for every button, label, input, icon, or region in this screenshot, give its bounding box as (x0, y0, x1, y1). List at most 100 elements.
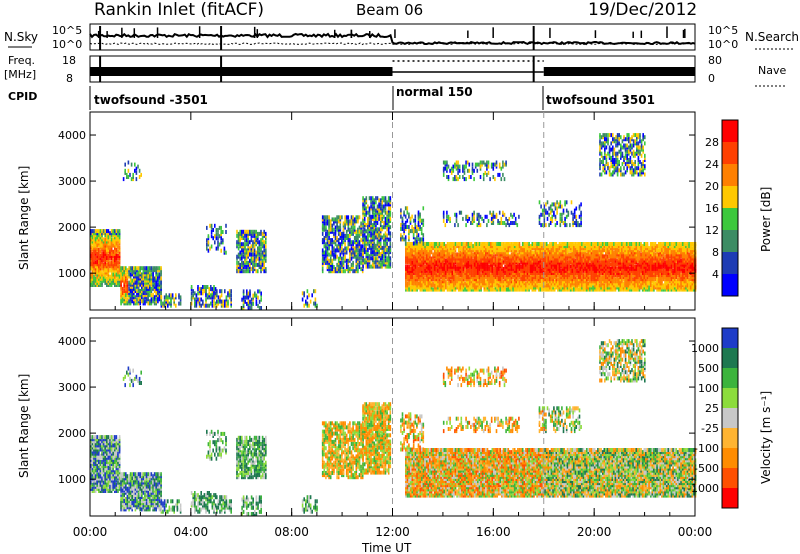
heatmap-cell (379, 223, 382, 228)
heatmap-cell (585, 256, 588, 261)
heatmap-cell (461, 273, 463, 278)
heatmap-cell (375, 210, 377, 215)
heatmap-cell (454, 244, 457, 249)
heatmap-cell (381, 216, 384, 221)
heatmap-cell (432, 266, 434, 271)
heatmap-cell (357, 269, 359, 274)
heatmap-cell (242, 231, 245, 236)
heatmap-cell (331, 258, 334, 263)
heatmap-cell (371, 202, 374, 207)
heatmap-cell (422, 271, 425, 275)
heatmap-cell (194, 291, 196, 296)
heatmap-cell (513, 281, 516, 286)
heatmap-cell (598, 285, 601, 290)
heatmap-cell (179, 297, 182, 302)
heatmap-cell (157, 286, 159, 291)
heatmap-cell (563, 242, 566, 246)
heatmap-cell (469, 248, 471, 253)
heatmap-cell (90, 254, 92, 258)
heatmap-cell (483, 252, 486, 257)
heatmap-cell (245, 269, 248, 274)
heatmap-cell (363, 233, 366, 238)
heatmap-cell (598, 250, 601, 255)
heatmap-cell (253, 252, 256, 257)
heatmap-cell (362, 229, 364, 234)
heatmap-cell (384, 198, 387, 203)
heatmap-cell (517, 266, 519, 271)
heatmap-cell (102, 231, 105, 236)
heatmap-cell (365, 198, 368, 203)
heatmap-cell (244, 252, 246, 257)
heatmap-cell (309, 299, 312, 304)
heatmap-cell (453, 277, 455, 282)
heatmap-cell (342, 223, 345, 228)
heatmap-cell (537, 285, 540, 290)
heatmap-cell (577, 266, 580, 271)
heatmap-cell (496, 273, 498, 278)
heatmap-cell (448, 264, 450, 269)
heatmap-cell (539, 277, 542, 282)
heatmap-cell (584, 258, 586, 263)
heatmap-cell (432, 277, 434, 282)
heatmap-cell (352, 250, 354, 255)
heatmap-cell (376, 204, 379, 209)
heatmap-cell (342, 248, 345, 253)
heatmap-cell (560, 268, 562, 273)
heatmap-cell (593, 252, 596, 257)
heatmap-cell (152, 280, 154, 285)
heatmap-cell (384, 248, 387, 252)
heatmap-cell (93, 229, 95, 234)
heatmap-cell (541, 264, 543, 269)
heatmap-cell (198, 289, 201, 294)
heatmap-cell (486, 264, 489, 269)
heatmap-cell (175, 303, 177, 308)
heatmap-cell (360, 231, 362, 236)
heatmap-cell (370, 204, 372, 209)
heatmap-cell (542, 277, 545, 282)
heatmap-cell (505, 271, 508, 275)
heatmap-cell (237, 254, 240, 259)
heatmap-cell (126, 289, 129, 293)
heatmap-cell (601, 275, 604, 280)
heatmap-cell (465, 287, 468, 292)
heatmap-cell (553, 244, 556, 249)
heatmap-cell (491, 281, 494, 286)
heatmap-cell (555, 285, 558, 290)
heatmap-cell (91, 268, 94, 273)
heatmap-cell (104, 251, 106, 256)
heatmap-cell (313, 289, 315, 294)
heatmap-cell (352, 221, 354, 226)
heatmap-cell (107, 247, 110, 252)
heatmap-cell (547, 271, 550, 275)
heatmap-cell (574, 271, 577, 275)
heatmap-cell (489, 266, 492, 271)
heatmap-cell (150, 297, 153, 302)
heatmap-cell (574, 266, 577, 271)
heatmap-cell (253, 240, 256, 245)
heatmap-cell (488, 266, 490, 271)
heatmap-cell (386, 223, 388, 228)
heatmap-cell (409, 285, 412, 290)
heatmap-cell (349, 229, 351, 234)
heatmap-cell (375, 260, 377, 265)
heatmap-cell (157, 266, 159, 271)
heatmap-cell (96, 243, 98, 248)
heatmap-cell (555, 279, 558, 284)
heatmap-cell (488, 281, 490, 286)
heatmap-cell (224, 289, 226, 294)
heatmap-cell (438, 248, 441, 253)
heatmap-cell (560, 273, 562, 278)
heatmap-cell (598, 248, 601, 253)
heatmap-cell (421, 250, 423, 255)
heatmap-cell (387, 256, 390, 261)
heatmap-cell (590, 273, 593, 278)
heatmap-cell (541, 277, 543, 282)
heatmap-cell (358, 229, 361, 234)
heatmap-cell (449, 281, 452, 286)
heatmap-cell (250, 252, 253, 257)
heatmap-cell (539, 248, 542, 253)
heatmap-cell (440, 242, 442, 246)
heatmap-cell (363, 250, 366, 255)
heatmap-cell (375, 243, 377, 248)
heatmap-cell (497, 283, 500, 288)
